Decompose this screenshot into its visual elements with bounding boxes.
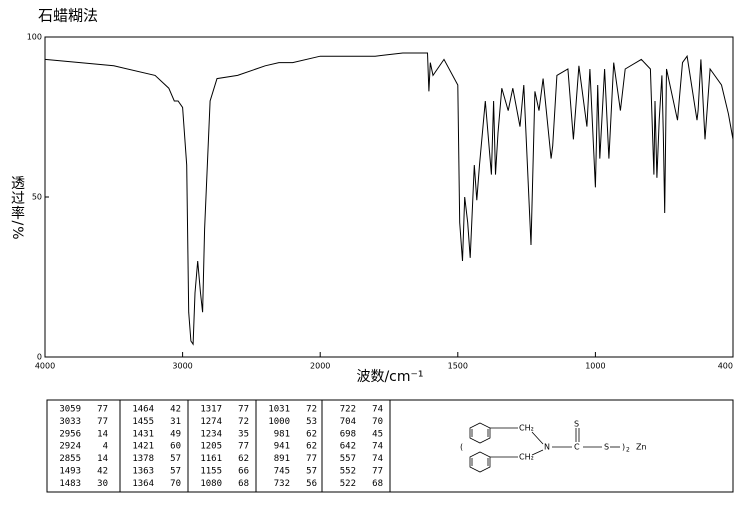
table-cell: 68 [372, 479, 383, 489]
table-cell: 1378 [132, 454, 154, 464]
table-cell: 77 [97, 417, 108, 427]
structure-label: S [604, 443, 609, 452]
table-cell: 642 [340, 442, 356, 452]
table-cell: 45 [372, 429, 383, 439]
table-cell: 1234 [200, 429, 222, 439]
table-cell: 42 [170, 405, 181, 415]
table-cell: 1155 [200, 467, 222, 477]
table-cell: 1205 [200, 442, 222, 452]
table-dividers [119, 400, 391, 492]
table-cell: 57 [170, 467, 181, 477]
structure-label: C [574, 443, 580, 452]
table-cell: 14 [97, 454, 108, 464]
table-cell: 57 [306, 467, 317, 477]
table-cell: 72 [238, 417, 249, 427]
table-cell: 30 [97, 479, 108, 489]
table-cell: 49 [170, 429, 181, 439]
x-tick-label: 2000 [310, 362, 330, 371]
table-cell: 1464 [132, 405, 154, 415]
table-cell: 56 [306, 479, 317, 489]
table-cell: 1274 [200, 417, 222, 427]
table-cell: 2855 [59, 454, 81, 464]
structure-drawing [469, 422, 620, 473]
table-cell: 704 [340, 417, 356, 427]
table-cell: 77 [238, 442, 249, 452]
x-tick-label: 400 [718, 362, 733, 371]
table-cell: 981 [274, 429, 290, 439]
table-cell: 77 [306, 454, 317, 464]
table-cell: 522 [340, 479, 356, 489]
table-cell: 891 [274, 454, 290, 464]
table-cell: 72 [306, 405, 317, 415]
spectrum-line [44, 52, 734, 346]
table-cell: 1363 [132, 467, 154, 477]
table-cell: 68 [238, 479, 249, 489]
table-cell: 66 [238, 467, 249, 477]
structure-label: CH₂ [519, 453, 534, 462]
structure-label: ( [460, 443, 463, 452]
table-cell: 77 [238, 405, 249, 415]
table-cell: 2924 [59, 442, 81, 452]
table-cell: 62 [306, 442, 317, 452]
table-cell: 722 [340, 405, 356, 415]
table-cell: 77 [97, 405, 108, 415]
table-cell: 74 [372, 454, 383, 464]
table-cell: 941 [274, 442, 290, 452]
chart-title: 石蜡糊法 [38, 7, 98, 25]
table-cell: 1483 [59, 479, 81, 489]
x-tick-label: 4000 [35, 362, 55, 371]
table-cell: 35 [238, 429, 249, 439]
table-cell: 53 [306, 417, 317, 427]
table-cell: 3059 [59, 405, 81, 415]
table-cell: 732 [274, 479, 290, 489]
table-cell: 14 [97, 429, 108, 439]
y-tick-label: 100 [27, 33, 42, 42]
table-cell: 1364 [132, 479, 154, 489]
table-cell: 74 [372, 442, 383, 452]
structure-label: N [544, 443, 550, 452]
x-tick-label: 1000 [585, 362, 605, 371]
structure-label: ) [622, 443, 625, 452]
x-axis-label: 波数/cm⁻¹ [356, 369, 423, 385]
table-cell: 1000 [268, 417, 290, 427]
structure-label: Zn [636, 443, 647, 452]
table-cell: 57 [170, 454, 181, 464]
table-cell: 557 [340, 454, 356, 464]
table-cell: 31 [170, 417, 181, 427]
table-cell: 1080 [200, 479, 222, 489]
table-cell: 1161 [200, 454, 222, 464]
table-cell: 4 [103, 442, 108, 452]
table-cell: 70 [372, 417, 383, 427]
table-cell: 62 [306, 429, 317, 439]
table-cell: 60 [170, 442, 181, 452]
table-cell: 3033 [59, 417, 81, 427]
plot-frame [44, 36, 734, 358]
table-cell: 62 [238, 454, 249, 464]
table-cell: 1317 [200, 405, 222, 415]
table-cell: 1031 [268, 405, 290, 415]
structure-label: S [574, 420, 579, 429]
table-cell: 698 [340, 429, 356, 439]
table-cell: 42 [97, 467, 108, 477]
table-cell: 1493 [59, 467, 81, 477]
table-cell: 74 [372, 405, 383, 415]
x-tick-label: 1500 [448, 362, 468, 371]
structure-label: 2 [626, 447, 630, 454]
table-cell: 1421 [132, 442, 154, 452]
x-tick-label: 3000 [172, 362, 192, 371]
table-cell: 745 [274, 467, 290, 477]
y-tick-label: 0 [37, 353, 42, 362]
table-cell: 552 [340, 467, 356, 477]
table-cell: 77 [372, 467, 383, 477]
y-tick-label: 50 [32, 193, 42, 202]
structure-label: CH₂ [519, 424, 534, 433]
table-cell: 1431 [132, 429, 154, 439]
y-axis-label: 透过率/% [9, 175, 25, 240]
table-cell: 1455 [132, 417, 154, 427]
table-cell: 70 [170, 479, 181, 489]
table-cell: 2956 [59, 429, 81, 439]
